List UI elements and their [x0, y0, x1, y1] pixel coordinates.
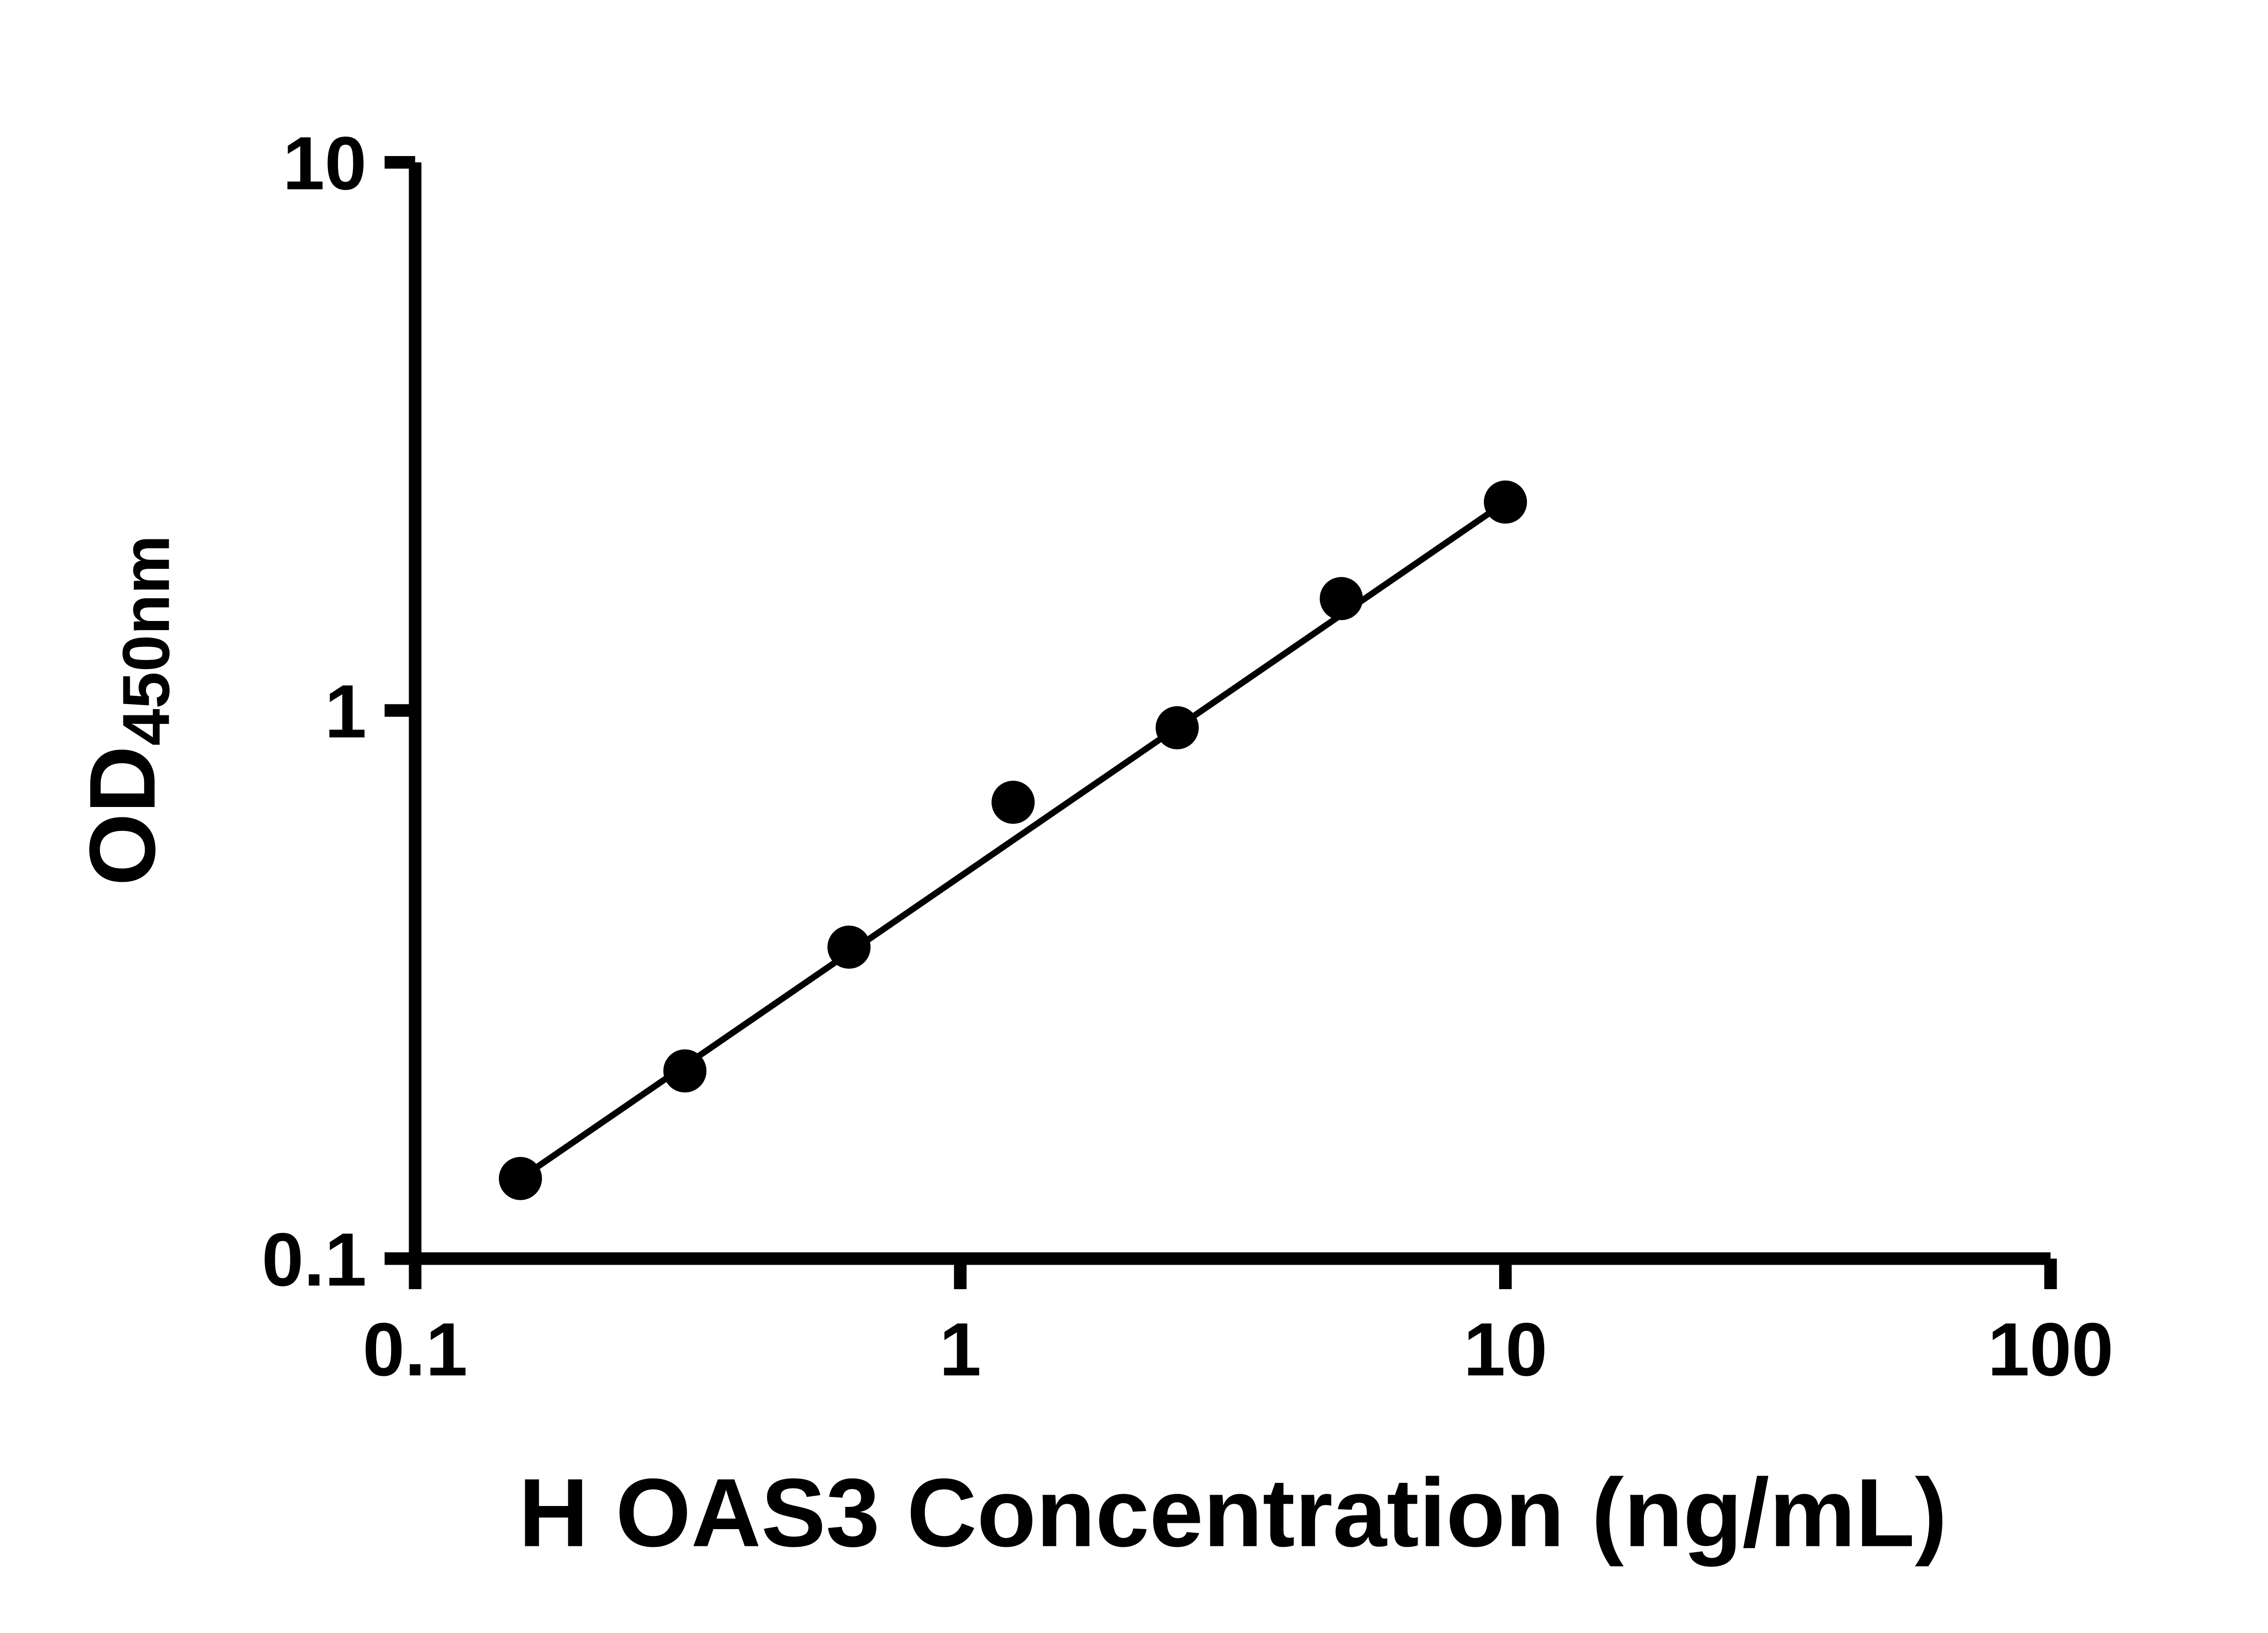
y-axis-title-main: OD [70, 746, 175, 886]
x-tick-label: 0.1 [363, 1307, 468, 1392]
y-tick-label: 1 [325, 670, 367, 754]
x-tick-label: 10 [1463, 1307, 1547, 1392]
x-axis-ticks: 0.1 1 10 100 [363, 1258, 2114, 1392]
y-axis-ticks: 0.1 1 10 [262, 121, 415, 1302]
y-tick-label: 0.1 [262, 1217, 367, 1302]
data-point [499, 1157, 542, 1200]
x-axis-title: H OAS3 Concentration (ng/mL) [518, 1459, 1947, 1567]
data-point [1484, 480, 1527, 524]
data-point [1320, 577, 1363, 621]
data-point [991, 781, 1035, 824]
y-tick-label: 10 [283, 121, 367, 205]
axes-lines [409, 162, 2051, 1265]
plot-area: 0.1 1 10 100 0.1 1 10 H OAS3 Concentration (n… [70, 121, 2114, 1567]
x-tick-label: 1 [939, 1307, 982, 1392]
data-point [663, 1049, 707, 1093]
data-point [827, 925, 871, 969]
y-axis-title-sub: 450nm [109, 535, 183, 746]
data-points [499, 480, 1527, 1200]
y-axis-title: OD450nm [70, 535, 184, 886]
data-point [1155, 706, 1199, 749]
x-tick-label: 100 [1988, 1307, 2114, 1392]
